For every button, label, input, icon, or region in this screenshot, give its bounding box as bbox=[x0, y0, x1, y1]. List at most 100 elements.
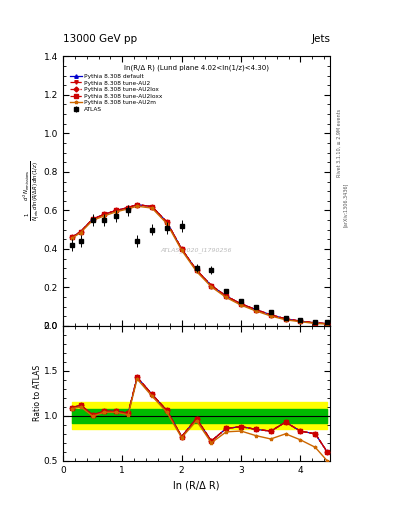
Pythia 8.308 default bbox=[70, 234, 74, 241]
Pythia 8.308 tune-AU2loxx bbox=[209, 283, 214, 289]
Pythia 8.308 default bbox=[268, 312, 273, 318]
Pythia 8.308 tune-AU2lox bbox=[298, 318, 303, 324]
Pythia 8.308 tune-AU2m bbox=[313, 321, 318, 327]
Pythia 8.308 tune-AU2loxx bbox=[298, 318, 303, 324]
Pythia 8.308 tune-AU2lox bbox=[209, 283, 214, 289]
Legend: Pythia 8.308 default, Pythia 8.308 tune-AU2, Pythia 8.308 tune-AU2lox, Pythia 8.: Pythia 8.308 default, Pythia 8.308 tune-… bbox=[68, 73, 164, 113]
Pythia 8.308 tune-AU2m bbox=[126, 206, 130, 212]
Pythia 8.308 default bbox=[325, 321, 329, 327]
Pythia 8.308 tune-AU2 bbox=[298, 318, 303, 324]
Pythia 8.308 tune-AU2loxx bbox=[239, 301, 243, 307]
Pythia 8.308 tune-AU2lox bbox=[114, 207, 119, 214]
Pythia 8.308 tune-AU2loxx bbox=[194, 267, 199, 273]
Pythia 8.308 tune-AU2lox bbox=[325, 321, 329, 327]
Pythia 8.308 tune-AU2 bbox=[126, 204, 130, 210]
Pythia 8.308 default bbox=[283, 316, 288, 322]
Pythia 8.308 tune-AU2lox bbox=[78, 228, 83, 234]
Pythia 8.308 tune-AU2loxx bbox=[179, 246, 184, 252]
Pythia 8.308 tune-AU2loxx bbox=[268, 312, 273, 318]
Pythia 8.308 tune-AU2loxx bbox=[164, 219, 169, 225]
Pythia 8.308 default bbox=[102, 211, 107, 217]
Pythia 8.308 default bbox=[209, 283, 214, 289]
Pythia 8.308 tune-AU2lox bbox=[253, 307, 258, 313]
Pythia 8.308 tune-AU2lox bbox=[90, 216, 95, 222]
Pythia 8.308 default bbox=[78, 228, 83, 234]
Pythia 8.308 default bbox=[150, 203, 154, 209]
Pythia 8.308 tune-AU2 bbox=[268, 312, 273, 318]
Pythia 8.308 tune-AU2lox bbox=[313, 320, 318, 326]
Pythia 8.308 tune-AU2lox bbox=[194, 267, 199, 273]
Line: Pythia 8.308 tune-AU2m: Pythia 8.308 tune-AU2m bbox=[70, 204, 329, 326]
Pythia 8.308 tune-AU2loxx bbox=[224, 293, 229, 299]
Pythia 8.308 tune-AU2loxx bbox=[90, 216, 95, 222]
Pythia 8.308 tune-AU2m bbox=[194, 268, 199, 274]
Pythia 8.308 tune-AU2 bbox=[102, 211, 107, 217]
Pythia 8.308 default bbox=[164, 219, 169, 225]
Pythia 8.308 tune-AU2m bbox=[224, 294, 229, 301]
Line: Pythia 8.308 tune-AU2loxx: Pythia 8.308 tune-AU2loxx bbox=[70, 203, 329, 326]
Pythia 8.308 tune-AU2lox bbox=[70, 234, 74, 241]
Text: ln(R/Δ R) (Lund plane 4.02<ln(1/z)<4.30): ln(R/Δ R) (Lund plane 4.02<ln(1/z)<4.30) bbox=[124, 65, 269, 71]
Pythia 8.308 tune-AU2 bbox=[150, 203, 154, 209]
Pythia 8.308 tune-AU2loxx bbox=[325, 321, 329, 327]
X-axis label: ln (R/Δ R): ln (R/Δ R) bbox=[173, 480, 220, 490]
Pythia 8.308 tune-AU2m bbox=[164, 221, 169, 227]
Pythia 8.308 tune-AU2loxx bbox=[150, 203, 154, 209]
Pythia 8.308 tune-AU2lox bbox=[239, 301, 243, 307]
Pythia 8.308 tune-AU2loxx bbox=[102, 211, 107, 217]
Pythia 8.308 default bbox=[194, 267, 199, 273]
Pythia 8.308 tune-AU2 bbox=[239, 301, 243, 307]
Y-axis label: $\frac{1}{N_{\mathrm{jets}}}\frac{d^2 N_{\mathrm{emissions}}}{d\ln(R/\Delta R)\,: $\frac{1}{N_{\mathrm{jets}}}\frac{d^2 N_… bbox=[22, 161, 42, 221]
Pythia 8.308 tune-AU2 bbox=[135, 202, 140, 208]
Pythia 8.308 tune-AU2m bbox=[209, 284, 214, 290]
Pythia 8.308 tune-AU2lox bbox=[102, 211, 107, 217]
Text: Jets: Jets bbox=[311, 33, 330, 44]
Text: Rivet 3.1.10, ≥ 2.9M events: Rivet 3.1.10, ≥ 2.9M events bbox=[336, 109, 342, 178]
Pythia 8.308 tune-AU2 bbox=[90, 216, 95, 222]
Pythia 8.308 tune-AU2m bbox=[268, 313, 273, 319]
Pythia 8.308 tune-AU2lox bbox=[224, 293, 229, 299]
Line: Pythia 8.308 tune-AU2: Pythia 8.308 tune-AU2 bbox=[70, 203, 329, 326]
Pythia 8.308 tune-AU2lox bbox=[268, 312, 273, 318]
Pythia 8.308 tune-AU2m bbox=[90, 218, 95, 224]
Pythia 8.308 default bbox=[114, 207, 119, 214]
Pythia 8.308 tune-AU2 bbox=[179, 246, 184, 252]
Text: 13000 GeV pp: 13000 GeV pp bbox=[63, 33, 137, 44]
Pythia 8.308 tune-AU2loxx bbox=[70, 234, 74, 241]
Pythia 8.308 tune-AU2m bbox=[298, 318, 303, 325]
Pythia 8.308 tune-AU2lox bbox=[164, 219, 169, 225]
Pythia 8.308 tune-AU2 bbox=[194, 267, 199, 273]
Pythia 8.308 tune-AU2loxx bbox=[253, 307, 258, 313]
Pythia 8.308 tune-AU2 bbox=[209, 283, 214, 289]
Pythia 8.308 tune-AU2m bbox=[239, 302, 243, 308]
Pythia 8.308 default bbox=[253, 307, 258, 313]
Pythia 8.308 tune-AU2m bbox=[253, 308, 258, 314]
Pythia 8.308 tune-AU2 bbox=[114, 207, 119, 214]
Text: ATLAS_2020_I1790256: ATLAS_2020_I1790256 bbox=[161, 248, 232, 253]
Pythia 8.308 tune-AU2m bbox=[150, 205, 154, 211]
Pythia 8.308 tune-AU2 bbox=[283, 316, 288, 322]
Pythia 8.308 tune-AU2loxx bbox=[313, 320, 318, 326]
Pythia 8.308 tune-AU2lox bbox=[150, 203, 154, 209]
Pythia 8.308 tune-AU2m bbox=[135, 203, 140, 209]
Pythia 8.308 tune-AU2 bbox=[70, 234, 74, 241]
Pythia 8.308 tune-AU2 bbox=[313, 320, 318, 326]
Pythia 8.308 tune-AU2lox bbox=[283, 316, 288, 322]
Pythia 8.308 tune-AU2m bbox=[114, 209, 119, 215]
Pythia 8.308 tune-AU2 bbox=[253, 307, 258, 313]
Line: Pythia 8.308 default: Pythia 8.308 default bbox=[70, 203, 329, 326]
Pythia 8.308 tune-AU2loxx bbox=[114, 207, 119, 214]
Pythia 8.308 tune-AU2lox bbox=[126, 204, 130, 210]
Pythia 8.308 tune-AU2loxx bbox=[135, 202, 140, 208]
Pythia 8.308 tune-AU2 bbox=[78, 228, 83, 234]
Pythia 8.308 default bbox=[224, 293, 229, 299]
Pythia 8.308 tune-AU2loxx bbox=[78, 228, 83, 234]
Y-axis label: Ratio to ATLAS: Ratio to ATLAS bbox=[33, 366, 42, 421]
Pythia 8.308 default bbox=[126, 204, 130, 210]
Text: [arXiv:1306.3436]: [arXiv:1306.3436] bbox=[343, 183, 348, 227]
Pythia 8.308 tune-AU2m bbox=[102, 212, 107, 219]
Pythia 8.308 tune-AU2lox bbox=[179, 246, 184, 252]
Pythia 8.308 tune-AU2m bbox=[70, 236, 74, 242]
Pythia 8.308 tune-AU2lox bbox=[135, 202, 140, 208]
Pythia 8.308 tune-AU2loxx bbox=[126, 204, 130, 210]
